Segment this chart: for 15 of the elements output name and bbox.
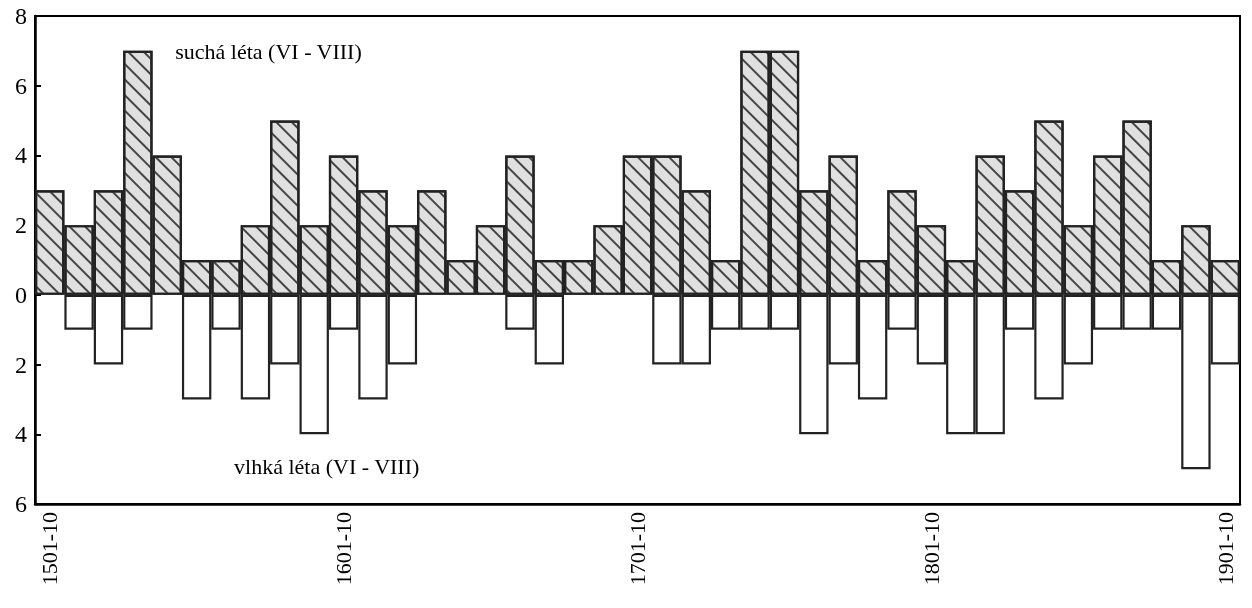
y-tick-label: 2	[15, 212, 27, 239]
y-tick-label: 8	[15, 3, 27, 29]
y-tick-label: 4	[15, 421, 27, 448]
x-tick-label: 1701-10	[625, 512, 650, 586]
series-label: vlhká léta (VI - VIII)	[234, 453, 420, 479]
series-label: suchá léta (VI - VIII)	[175, 38, 362, 64]
x-tick-label: 1601-10	[331, 512, 357, 586]
x-tick-label: 1801-10	[918, 512, 944, 586]
y-tick-label: 6	[15, 491, 27, 517]
x-tick-label: 1501-10	[37, 512, 63, 586]
y-tick-label: 6	[15, 72, 27, 99]
x-tick-label: 1901-10	[1212, 512, 1238, 586]
y-tick-label: 0	[15, 281, 27, 308]
y-tick-label: 4	[15, 142, 27, 169]
y-tick-label: 2	[15, 351, 27, 378]
